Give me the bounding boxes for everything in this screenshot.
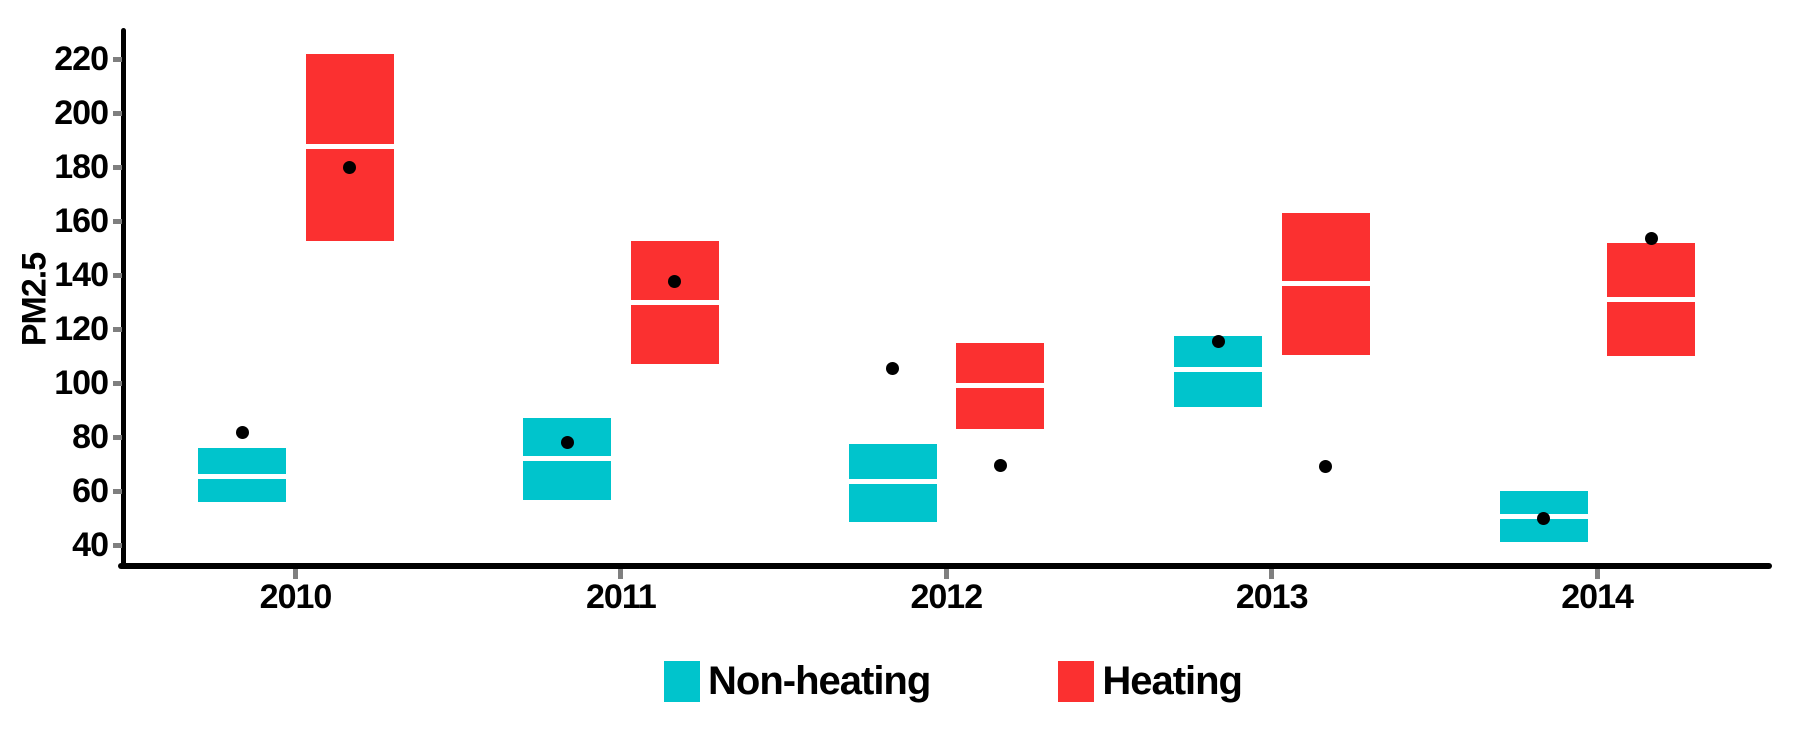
x-tick-label: 2011: [586, 578, 657, 616]
legend-item-non-heating: Non-heating: [664, 658, 931, 704]
y-tick-label: 80: [72, 418, 109, 456]
y-axis-tick: [113, 542, 122, 548]
y-axis-tick: [113, 56, 122, 62]
x-axis-line: [118, 563, 1772, 569]
y-tick-label: 100: [54, 364, 109, 402]
crossbar-box-non-heating-2013: [1174, 335, 1263, 408]
crossbar-box-heating-2011: [630, 241, 719, 365]
legend-label: Non-heating: [708, 659, 931, 703]
x-axis-tick: [1594, 569, 1600, 579]
crossbar-box-non-heating-2011: [523, 418, 612, 501]
y-axis-tick: [113, 218, 122, 224]
data-point-heating-2010: [343, 160, 356, 174]
x-axis-tick: [943, 569, 949, 579]
median-line: [305, 144, 394, 150]
data-point-non-heating-2014: [1537, 511, 1551, 525]
y-tick-label: 60: [72, 472, 109, 510]
data-point-heating-2014: [1644, 232, 1658, 246]
y-tick-label: 200: [54, 94, 109, 132]
x-axis-tick: [1269, 569, 1275, 579]
y-tick-label: 120: [54, 310, 109, 348]
median-line: [523, 456, 612, 462]
data-point-non-heating-2010: [235, 426, 249, 440]
median-line: [1281, 280, 1370, 286]
data-point-non-heating-2012: [886, 361, 900, 375]
y-axis-tick: [113, 110, 122, 116]
median-line: [1174, 367, 1263, 372]
y-axis-tick: [113, 326, 122, 332]
y-axis-tick: [113, 164, 122, 170]
y-axis-line: [121, 28, 126, 569]
crossbar-box-non-heating-2010: [198, 447, 286, 502]
median-line: [956, 383, 1045, 389]
median-line: [198, 473, 286, 479]
legend-item-heating: Heating: [1058, 658, 1243, 704]
legend-swatch-heating: [1058, 660, 1095, 702]
x-tick-label: 2013: [1235, 578, 1309, 616]
data-point-heating-2013: [1319, 460, 1333, 474]
legend-label: Heating: [1102, 659, 1243, 703]
crossbar-box-heating-2013: [1281, 212, 1370, 355]
median-line: [630, 299, 719, 305]
crossbar-box-heating-2012: [956, 342, 1045, 429]
y-tick-label: 180: [54, 148, 109, 186]
y-tick-label: 220: [54, 40, 109, 78]
x-axis-tick: [293, 569, 298, 579]
median-line: [848, 479, 937, 485]
x-tick-label: 2014: [1561, 578, 1634, 616]
crossbar-box-heating-2014: [1607, 242, 1696, 356]
x-tick-label: 2012: [910, 578, 983, 616]
crossbar-box-non-heating-2012: [848, 443, 937, 523]
data-point-non-heating-2011: [560, 435, 574, 449]
y-tick-label: 160: [54, 202, 109, 240]
y-axis-tick: [113, 488, 122, 494]
y-axis-tick: [113, 434, 122, 440]
x-axis-tick: [618, 569, 624, 579]
y-axis-tick: [113, 380, 122, 386]
y-axis-tick: [113, 272, 122, 278]
y-tick-label: 140: [54, 256, 109, 294]
data-point-non-heating-2013: [1211, 334, 1225, 348]
median-line: [1607, 296, 1696, 302]
crossbar-box-heating-2010: [305, 53, 394, 242]
data-point-heating-2012: [993, 458, 1007, 472]
legend-swatch-non-heating: [664, 660, 700, 702]
data-point-heating-2011: [668, 275, 682, 289]
legend: Non-heating Heating: [0, 658, 1800, 704]
x-tick-label: 2010: [259, 578, 333, 616]
y-tick-label: 40: [72, 526, 109, 564]
